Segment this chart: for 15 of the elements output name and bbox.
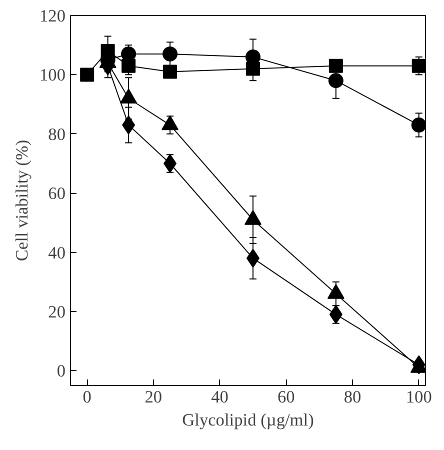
y-tick-label: 20	[48, 302, 66, 322]
x-tick-label: 40	[211, 388, 228, 406]
y-tick-label: 100	[40, 66, 66, 85]
y-tick-label: 120	[40, 6, 66, 26]
y-tick-label: 80	[48, 124, 66, 144]
x-tick-label: 80	[344, 388, 362, 406]
y-tick-label: 40	[48, 243, 66, 262]
x-tick-label: 20	[144, 388, 162, 406]
y-tick-label: 60	[48, 184, 66, 204]
y-axis-title: Cell viability (%)	[12, 140, 32, 262]
x-axis-title: Glycolipid (µg/ml)	[182, 410, 314, 430]
y-tick-label: 0	[56, 362, 66, 381]
x-tick-label: 100	[406, 388, 432, 406]
x-tick-label: 60	[277, 388, 295, 406]
x-tick-label: 0	[82, 388, 92, 406]
